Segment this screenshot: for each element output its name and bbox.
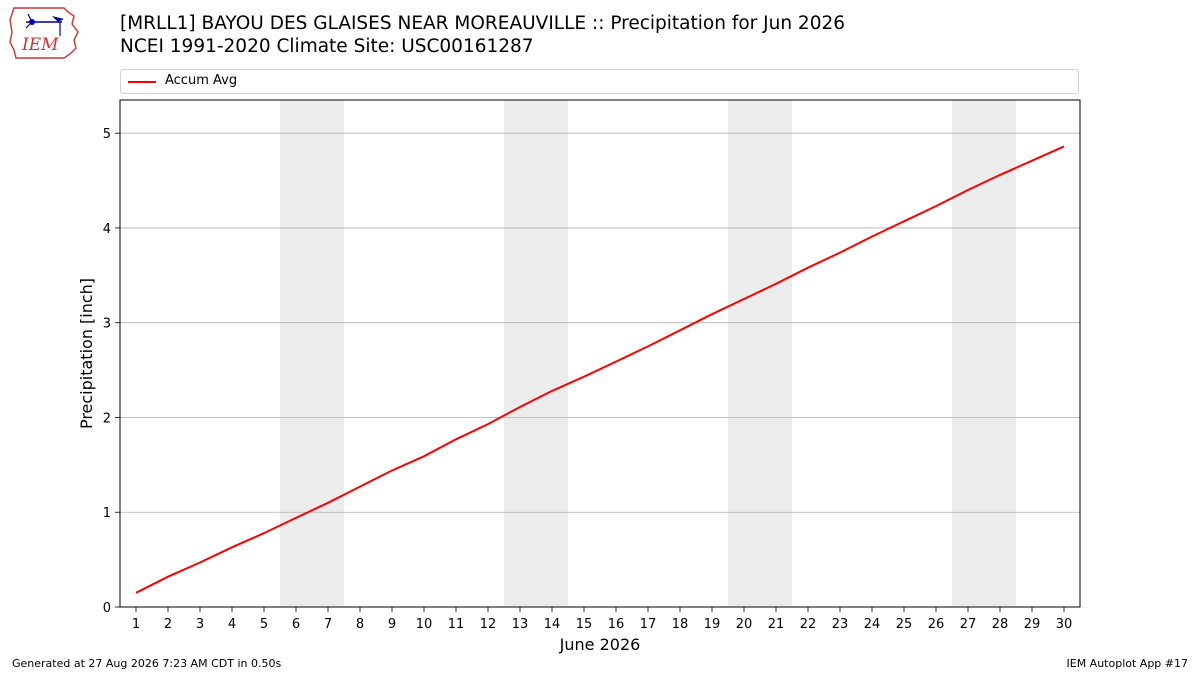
title-line-1: [MRLL1] BAYOU DES GLAISES NEAR MOREAUVIL… bbox=[120, 13, 846, 34]
generated-timestamp: Generated at 27 Aug 2026 7:23 AM CDT in … bbox=[12, 657, 282, 670]
x-tick-label: 21 bbox=[768, 617, 785, 632]
iem-logo: IEM bbox=[9, 7, 79, 59]
weekend-shading-2 bbox=[504, 100, 568, 607]
x-tick-label: 2 bbox=[164, 617, 172, 632]
x-tick-label: 22 bbox=[800, 617, 817, 632]
y-tick-label: 2 bbox=[103, 411, 111, 426]
x-tick-label: 20 bbox=[736, 617, 753, 632]
x-tick-label: 15 bbox=[576, 617, 593, 632]
x-tick-label: 9 bbox=[388, 617, 396, 632]
x-tick-label: 13 bbox=[512, 617, 529, 632]
x-tick-label: 23 bbox=[832, 617, 849, 632]
x-axis-label: June 2026 bbox=[559, 635, 641, 654]
chart-title: [MRLL1] BAYOU DES GLAISES NEAR MOREAUVIL… bbox=[120, 12, 845, 58]
title-line-2: NCEI 1991-2020 Climate Site: USC00161287 bbox=[120, 36, 534, 57]
x-tick-label: 1 bbox=[132, 617, 140, 632]
x-tick-label: 18 bbox=[672, 617, 689, 632]
y-tick-label: 1 bbox=[103, 506, 111, 521]
x-tick-label: 8 bbox=[356, 617, 364, 632]
x-tick-label: 10 bbox=[416, 617, 433, 632]
x-tick-label: 28 bbox=[992, 617, 1009, 632]
weekend-shading-3 bbox=[728, 100, 792, 607]
legend-label-accum-avg: Accum Avg bbox=[165, 73, 238, 88]
y-axis-label: Precipitation [inch] bbox=[77, 278, 96, 429]
x-tick-label: 11 bbox=[448, 617, 465, 632]
x-tick-label: 27 bbox=[960, 617, 977, 632]
x-tick-label: 5 bbox=[260, 617, 268, 632]
x-tick-label: 25 bbox=[896, 617, 913, 632]
x-tick-label: 30 bbox=[1056, 617, 1073, 632]
weekend-shading-1 bbox=[280, 100, 344, 607]
x-tick-label: 16 bbox=[608, 617, 625, 632]
x-tick-label: 7 bbox=[324, 617, 332, 632]
x-tick-label: 29 bbox=[1024, 617, 1041, 632]
logo-text: IEM bbox=[21, 35, 59, 55]
x-tick-label: 24 bbox=[864, 617, 881, 632]
y-tick-label: 5 bbox=[103, 127, 111, 142]
x-tick-label: 17 bbox=[640, 617, 657, 632]
x-tick-label: 14 bbox=[544, 617, 561, 632]
app-label: IEM Autoplot App #17 bbox=[1066, 657, 1189, 670]
y-tick-label: 3 bbox=[103, 317, 111, 332]
x-tick-label: 6 bbox=[292, 617, 300, 632]
x-tick-label: 19 bbox=[704, 617, 721, 632]
legend: Accum Avg bbox=[120, 69, 1079, 94]
legend-swatch-accum-avg bbox=[128, 81, 156, 83]
x-tick-label: 3 bbox=[196, 617, 204, 632]
y-tick-label: 0 bbox=[103, 601, 111, 616]
x-tick-label: 4 bbox=[228, 617, 236, 632]
x-tick-label: 12 bbox=[480, 617, 497, 632]
x-tick-label: 26 bbox=[928, 617, 945, 632]
weekend-shading-4 bbox=[952, 100, 1016, 607]
series-line-accum-avg bbox=[135, 145, 1065, 594]
y-tick-label: 4 bbox=[103, 222, 111, 237]
plot-frame bbox=[119, 99, 1081, 608]
